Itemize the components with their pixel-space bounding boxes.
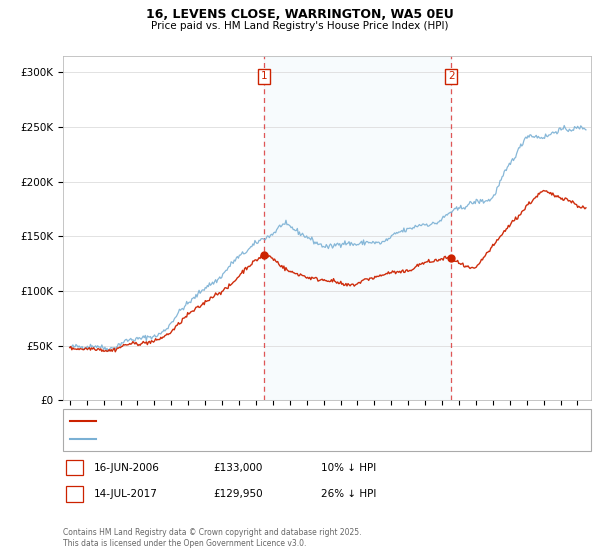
Text: 14-JUL-2017: 14-JUL-2017 <box>94 489 158 499</box>
Bar <box>264 56 451 400</box>
Text: 2: 2 <box>71 489 78 499</box>
Text: 16, LEVENS CLOSE, WARRINGTON, WA5 0EU: 16, LEVENS CLOSE, WARRINGTON, WA5 0EU <box>146 8 454 21</box>
Text: 16, LEVENS CLOSE, WARRINGTON, WA5 0EU (semi-detached house): 16, LEVENS CLOSE, WARRINGTON, WA5 0EU (s… <box>101 417 422 426</box>
Text: 2: 2 <box>448 72 455 82</box>
Text: 16-JUN-2006: 16-JUN-2006 <box>94 463 160 473</box>
Text: HPI: Average price, semi-detached house, Warrington: HPI: Average price, semi-detached house,… <box>101 435 356 444</box>
Text: Price paid vs. HM Land Registry's House Price Index (HPI): Price paid vs. HM Land Registry's House … <box>151 21 449 31</box>
Text: 1: 1 <box>260 72 267 82</box>
Text: £129,950: £129,950 <box>213 489 263 499</box>
Text: Contains HM Land Registry data © Crown copyright and database right 2025.
This d: Contains HM Land Registry data © Crown c… <box>63 528 361 548</box>
Text: 10% ↓ HPI: 10% ↓ HPI <box>321 463 376 473</box>
Text: £133,000: £133,000 <box>213 463 262 473</box>
Text: 26% ↓ HPI: 26% ↓ HPI <box>321 489 376 499</box>
Text: 1: 1 <box>71 463 78 473</box>
